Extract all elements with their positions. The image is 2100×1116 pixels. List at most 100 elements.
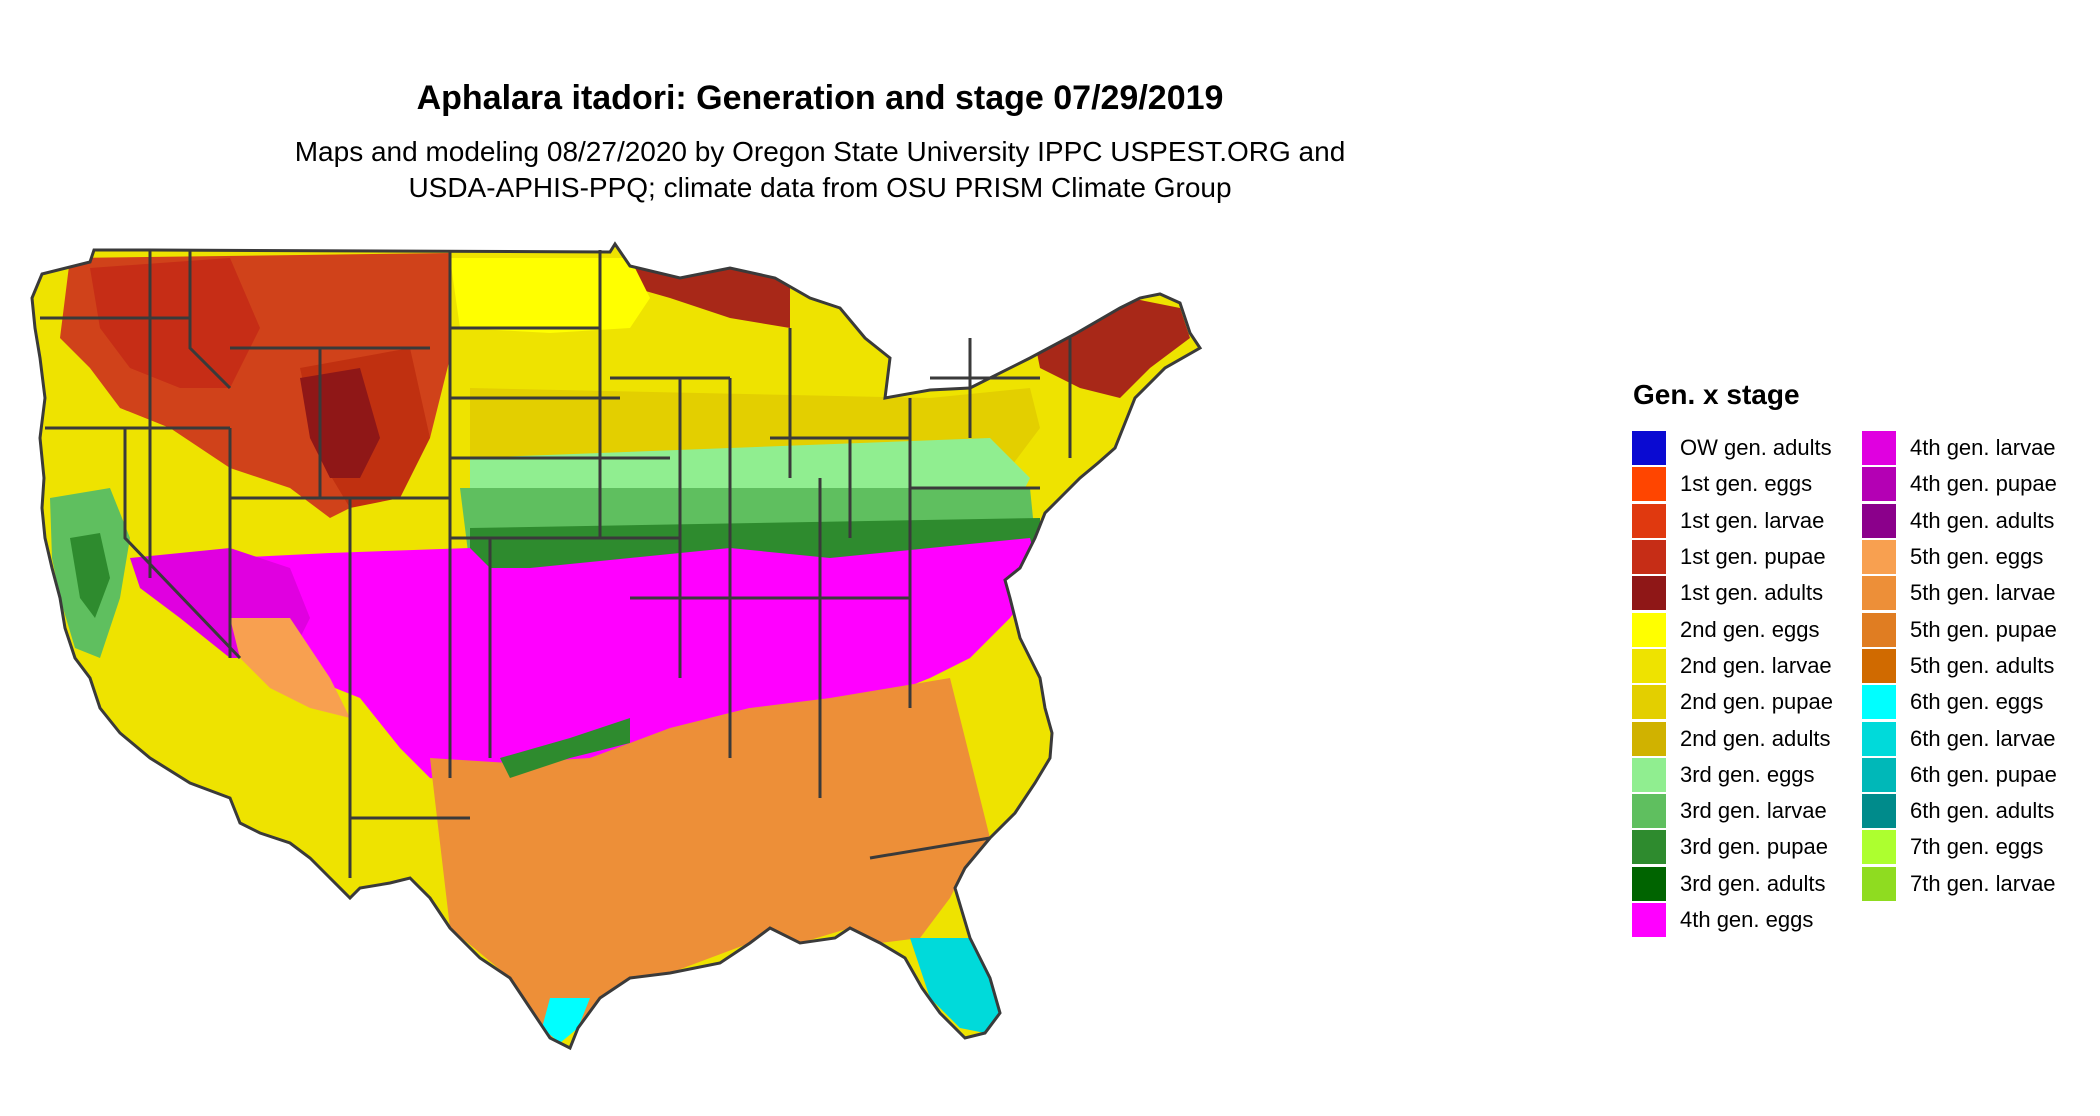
legend-item: 3rd gen. eggs <box>1632 757 1862 793</box>
band-6th-gen-florida <box>910 938 1000 1033</box>
legend-item: 6th gen. adults <box>1862 793 2092 829</box>
legend-item: 4th gen. larvae <box>1862 430 2092 466</box>
legend-swatch <box>1632 903 1666 937</box>
legend-item: 7th gen. eggs <box>1862 829 2092 865</box>
legend-label: 5th gen. eggs <box>1910 544 2044 570</box>
legend-column-1: OW gen. adults 1st gen. eggs 1st gen. larv… <box>1632 430 1862 938</box>
legend-swatch <box>1862 540 1896 575</box>
legend-item: 1st gen. larvae <box>1632 503 1862 539</box>
legend-swatch <box>1632 576 1666 611</box>
legend-swatch <box>1632 721 1666 756</box>
band-3rd-gen-pupae-california <box>70 533 110 618</box>
legend-label: 4th gen. adults <box>1910 507 2055 533</box>
legend-item: 1st gen. adults <box>1632 575 1862 611</box>
band-6th-gen-texas-tip <box>542 998 590 1043</box>
legend-swatch <box>1632 830 1666 865</box>
legend-swatch <box>1862 830 1896 865</box>
band-2nd-gen-eggs-north <box>450 258 650 333</box>
legend-column-2: 4th gen. larvae 4th gen. pupae 4th gen. ad… <box>1862 430 2092 938</box>
legend-label: 4th gen. eggs <box>1680 907 1814 932</box>
legend-item: 3rd gen. larvae <box>1632 793 1862 829</box>
legend-swatch <box>1632 757 1666 792</box>
legend-swatch <box>1632 648 1666 683</box>
legend-label: 1st gen. pupae <box>1680 544 1826 570</box>
legend-item: 5th gen. pupae <box>1862 611 2092 647</box>
legend-item: 1st gen. eggs <box>1632 466 1862 502</box>
us-map-svg <box>30 242 1202 1050</box>
legend-label: 2nd gen. eggs <box>1680 616 1820 642</box>
legend-swatch <box>1862 757 1896 792</box>
legend-item: 2nd gen. adults <box>1632 720 1862 756</box>
legend-label: 6th gen. larvae <box>1910 725 2056 751</box>
legend-item: 2nd gen. larvae <box>1632 648 1862 684</box>
legend-swatch <box>1862 794 1896 829</box>
legend-label: 4th gen. larvae <box>1910 435 2056 461</box>
legend-item: OW gen. adults <box>1632 430 1862 466</box>
legend-item: 4th gen. adults <box>1862 503 2092 539</box>
band-5th-gen-eggs-arizona <box>230 618 350 718</box>
legend-label: 4th gen. pupae <box>1910 471 2057 497</box>
legend-swatch <box>1632 467 1666 502</box>
legend-label: 6th gen. eggs <box>1910 689 2044 715</box>
legend-label: 5th gen. adults <box>1910 652 2055 678</box>
legend-swatch <box>1632 612 1666 647</box>
legend-title: Gen. x stage <box>1633 379 1800 410</box>
legend-item: 4th gen. pupae <box>1862 466 2092 502</box>
legend-swatch <box>1862 685 1896 720</box>
border-id-mt <box>188 250 232 390</box>
legend-swatch <box>1862 467 1896 502</box>
legend-swatch <box>1862 431 1896 466</box>
legend-swatch <box>1632 794 1666 829</box>
legend-label: 7th gen. eggs <box>1910 834 2044 860</box>
legend-item: 3rd gen. pupae <box>1632 829 1862 865</box>
legend-label: 5th gen. pupae <box>1910 616 2057 642</box>
generation-stage-map <box>30 238 1570 1078</box>
legend-item: 1st gen. pupae <box>1632 539 1862 575</box>
legend-label: 3rd gen. pupae <box>1680 834 1829 860</box>
legend-label: 5th gen. larvae <box>1910 580 2056 606</box>
legend-columns: OW gen. adults 1st gen. eggs 1st gen. larv… <box>1632 430 2092 938</box>
legend-label: 3rd gen. larvae <box>1680 798 1827 824</box>
generation-bands <box>32 244 1200 1048</box>
legend-swatch <box>1632 685 1666 720</box>
legend-label: 2nd gen. larvae <box>1680 652 1832 678</box>
legend-swatch <box>1632 540 1666 575</box>
legend: Gen. x stage OW gen. adults 1st gen. eggs… <box>1632 378 2092 938</box>
legend-item: 6th gen. pupae <box>1862 757 2092 793</box>
border-fl-ga <box>869 836 991 860</box>
legend-item: 6th gen. larvae <box>1862 720 2092 756</box>
legend-swatch <box>1632 866 1666 901</box>
map-subtitle: Maps and modeling 08/27/2020 by Oregon S… <box>0 134 1640 206</box>
legend-label: 7th gen. larvae <box>1910 870 2056 896</box>
legend-label: 6th gen. pupae <box>1910 761 2057 787</box>
legend-item: 5th gen. eggs <box>1862 539 2092 575</box>
legend-label: OW gen. adults <box>1680 435 1832 461</box>
band-1st-gen-pupae-nw <box>90 258 260 388</box>
legend-item: 2nd gen. pupae <box>1632 684 1862 720</box>
legend-label: 1st gen. eggs <box>1680 471 1813 497</box>
legend-item: 5th gen. larvae <box>1862 575 2092 611</box>
legend-swatch <box>1632 503 1666 538</box>
legend-item: 5th gen. adults <box>1862 648 2092 684</box>
border-ca-nv <box>123 428 242 660</box>
map-title: Aphalara itadori: Generation and stage 0… <box>416 79 1224 117</box>
legend-swatch <box>1862 648 1896 683</box>
legend-swatch <box>1862 866 1896 901</box>
legend-label: 2nd gen. adults <box>1680 725 1831 751</box>
legend-label: 2nd gen. pupae <box>1680 689 1833 715</box>
legend-label: 3rd gen. adults <box>1680 870 1826 896</box>
legend-label: 3rd gen. eggs <box>1680 761 1815 787</box>
legend-label: 1st gen. larvae <box>1680 507 1825 533</box>
legend-swatch <box>1632 431 1666 466</box>
legend-swatch <box>1862 576 1896 611</box>
legend-item: 3rd gen. adults <box>1632 866 1862 902</box>
legend-item: 4th gen. eggs <box>1632 902 1862 938</box>
band-3rd-gen-texas-edge <box>500 718 630 778</box>
legend-item: 7th gen. larvae <box>1862 866 2092 902</box>
legend-label: 1st gen. adults <box>1680 580 1824 606</box>
legend-item: 2nd gen. eggs <box>1632 611 1862 647</box>
state-borders <box>30 242 1202 1050</box>
legend-item: 6th gen. eggs <box>1862 684 2092 720</box>
subtitle-line-1: Maps and modeling 08/27/2020 by Oregon S… <box>294 136 1346 167</box>
legend-swatch <box>1862 721 1896 756</box>
